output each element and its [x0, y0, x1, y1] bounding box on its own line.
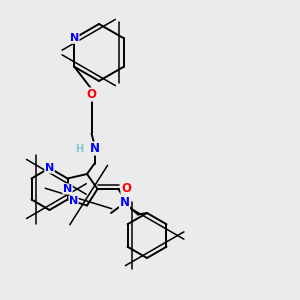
Text: O: O: [121, 182, 131, 196]
Text: N: N: [63, 184, 72, 194]
Text: H: H: [75, 143, 84, 154]
Text: N: N: [45, 163, 54, 173]
Text: N: N: [89, 142, 100, 155]
Text: O: O: [86, 88, 97, 101]
Text: N: N: [69, 196, 78, 206]
Text: N: N: [119, 196, 130, 209]
Text: N: N: [70, 33, 79, 43]
